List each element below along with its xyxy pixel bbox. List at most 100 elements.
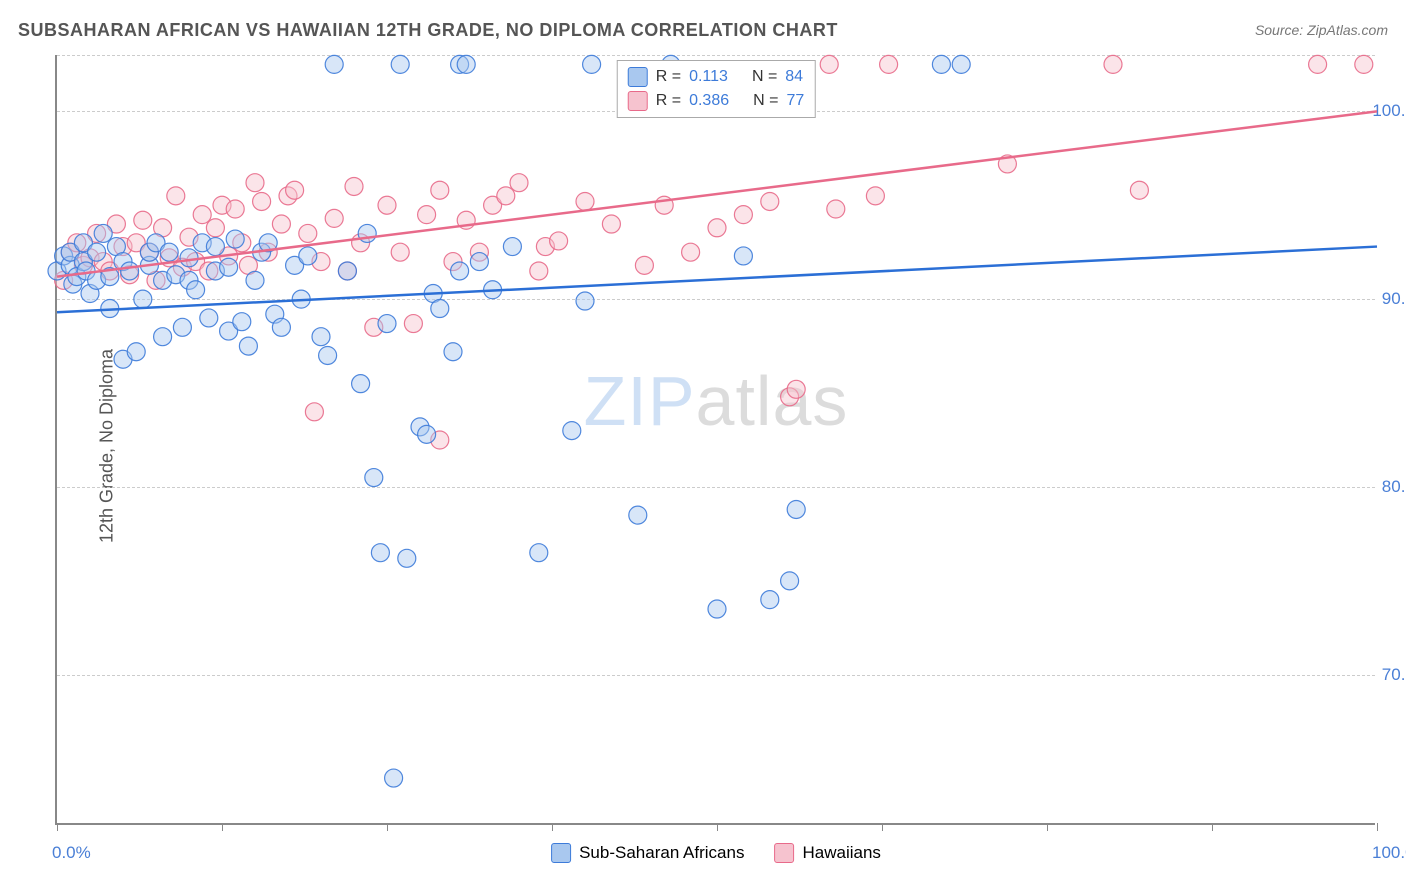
data-point: [239, 337, 257, 355]
data-point: [385, 769, 403, 787]
data-point: [173, 318, 191, 336]
legend-item-blue: Sub-Saharan Africans: [551, 843, 744, 863]
data-point: [880, 55, 898, 73]
data-point: [457, 55, 475, 73]
data-point: [325, 209, 343, 227]
swatch-pink: [628, 91, 648, 111]
legend-label-pink: Hawaiians: [802, 843, 880, 863]
n-value-pink: 77: [786, 92, 804, 110]
chart-header: SUBSAHARAN AFRICAN VS HAWAIIAN 12TH GRAD…: [0, 0, 1406, 50]
correlation-legend: R = 0.113 N = 84 R = 0.386 N = 77: [617, 60, 816, 118]
data-point: [226, 230, 244, 248]
x-tick: [552, 823, 553, 831]
data-point: [761, 591, 779, 609]
data-point: [1104, 55, 1122, 73]
data-point: [312, 328, 330, 346]
data-point: [246, 271, 264, 289]
y-tick-label: 90.0%: [1382, 289, 1406, 309]
data-point: [418, 206, 436, 224]
data-point: [827, 200, 845, 218]
data-point: [576, 292, 594, 310]
data-point: [866, 187, 884, 205]
data-point: [160, 243, 178, 261]
data-point: [734, 206, 752, 224]
data-point: [246, 174, 264, 192]
source-name: ZipAtlas.com: [1307, 22, 1388, 38]
data-point: [180, 249, 198, 267]
n-label: N =: [753, 92, 778, 110]
data-point: [272, 318, 290, 336]
source-prefix: Source:: [1255, 22, 1307, 38]
data-point: [530, 544, 548, 562]
series-legend: Sub-Saharan Africans Hawaiians: [551, 843, 881, 863]
data-point: [154, 328, 172, 346]
data-point: [1130, 181, 1148, 199]
data-point: [220, 258, 238, 276]
data-point: [1355, 55, 1373, 73]
r-label: R =: [656, 68, 681, 86]
data-point: [470, 253, 488, 271]
data-point: [682, 243, 700, 261]
plot-svg: [57, 55, 1375, 823]
data-point: [629, 506, 647, 524]
data-point: [761, 192, 779, 210]
data-point: [583, 55, 601, 73]
r-value-pink: 0.386: [689, 92, 729, 110]
data-point: [352, 375, 370, 393]
data-point: [200, 309, 218, 327]
swatch-blue-icon: [551, 843, 571, 863]
data-point: [398, 549, 416, 567]
data-point: [708, 600, 726, 618]
legend-item-pink: Hawaiians: [774, 843, 880, 863]
data-point: [497, 187, 515, 205]
data-point: [787, 380, 805, 398]
y-tick-label: 80.0%: [1382, 477, 1406, 497]
swatch-pink-icon: [774, 843, 794, 863]
data-point: [635, 256, 653, 274]
x-tick: [387, 823, 388, 831]
data-point: [378, 196, 396, 214]
x-tick-label: 100.0%: [1372, 843, 1406, 863]
data-point: [530, 262, 548, 280]
data-point: [206, 219, 224, 237]
data-point: [286, 181, 304, 199]
data-point: [781, 572, 799, 590]
data-point: [206, 238, 224, 256]
data-point: [451, 262, 469, 280]
x-tick: [1212, 823, 1213, 831]
data-point: [563, 422, 581, 440]
x-tick: [222, 823, 223, 831]
data-point: [418, 425, 436, 443]
data-point: [319, 346, 337, 364]
data-point: [576, 192, 594, 210]
data-point: [167, 187, 185, 205]
data-point: [193, 206, 211, 224]
n-value-blue: 84: [785, 68, 803, 86]
data-point: [299, 224, 317, 242]
data-point: [708, 219, 726, 237]
data-point: [134, 290, 152, 308]
data-point: [550, 232, 568, 250]
data-point: [431, 300, 449, 318]
data-point: [602, 215, 620, 233]
data-point: [391, 243, 409, 261]
data-point: [371, 544, 389, 562]
data-point: [253, 192, 271, 210]
y-tick-label: 100.0%: [1372, 101, 1406, 121]
data-point: [787, 500, 805, 518]
data-point: [226, 200, 244, 218]
data-point: [404, 315, 422, 333]
data-point: [88, 243, 106, 261]
x-tick: [882, 823, 883, 831]
data-point: [431, 181, 449, 199]
data-point: [325, 55, 343, 73]
data-point: [233, 313, 251, 331]
data-point: [952, 55, 970, 73]
data-point: [391, 55, 409, 73]
r-label: R =: [656, 92, 681, 110]
r-value-blue: 0.113: [689, 68, 728, 86]
data-point: [127, 343, 145, 361]
data-point: [510, 174, 528, 192]
data-point: [503, 238, 521, 256]
legend-label-blue: Sub-Saharan Africans: [579, 843, 744, 863]
